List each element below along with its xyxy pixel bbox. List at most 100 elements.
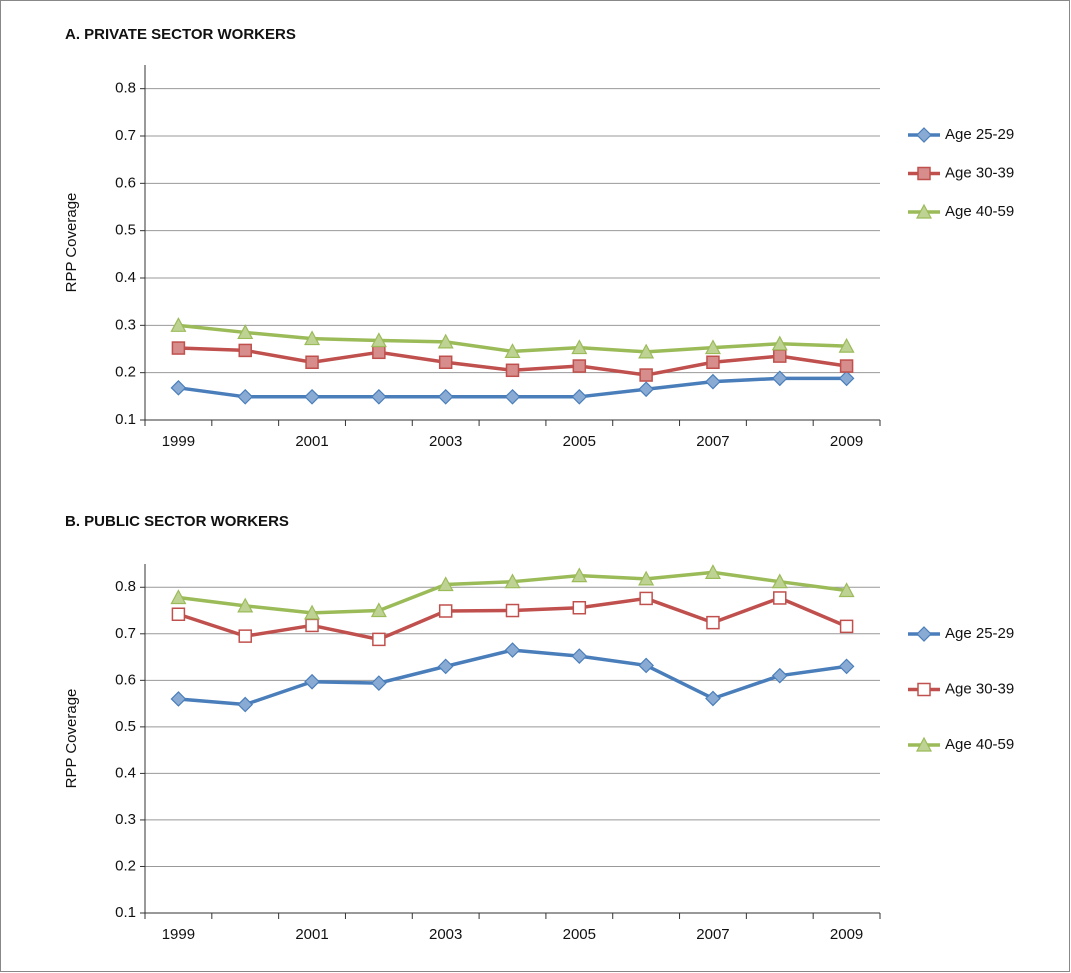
marker bbox=[771, 573, 788, 589]
marker bbox=[838, 370, 855, 387]
x-tick-label: 1999 bbox=[162, 433, 195, 450]
y-tick-label: 0.2 bbox=[115, 857, 136, 874]
marker bbox=[170, 589, 187, 605]
marker bbox=[438, 604, 453, 618]
marker bbox=[838, 582, 855, 598]
marker bbox=[370, 602, 387, 618]
legend-label: Age 30-39 bbox=[945, 164, 1014, 181]
marker bbox=[839, 619, 854, 634]
marker bbox=[705, 690, 721, 707]
x-tick-label: 2001 bbox=[295, 926, 328, 943]
marker bbox=[638, 657, 654, 674]
y-tick-label: 0.5 bbox=[115, 718, 136, 735]
x-tick-label: 1999 bbox=[162, 926, 195, 943]
x-tick-label: 2007 bbox=[696, 926, 729, 943]
marker bbox=[704, 339, 721, 355]
x-tick-label: 2007 bbox=[696, 433, 729, 450]
y-tick-label: 0.1 bbox=[115, 411, 136, 428]
marker bbox=[706, 355, 720, 370]
marker bbox=[437, 333, 454, 349]
marker bbox=[505, 603, 520, 618]
marker bbox=[916, 626, 932, 642]
marker bbox=[771, 335, 788, 351]
marker bbox=[571, 339, 588, 355]
marker bbox=[916, 127, 932, 143]
marker bbox=[238, 343, 252, 358]
x-tick-label: 2003 bbox=[429, 433, 462, 450]
marker bbox=[704, 564, 721, 579]
marker bbox=[370, 332, 387, 348]
marker bbox=[771, 667, 788, 684]
y-tick-label: 0.7 bbox=[115, 127, 136, 144]
marker bbox=[771, 370, 788, 387]
y-tick-label: 0.4 bbox=[115, 269, 136, 286]
marker bbox=[238, 629, 252, 643]
y-tick-label: 0.8 bbox=[115, 578, 136, 595]
y-tick-label: 0.2 bbox=[115, 364, 136, 381]
x-tick-label: 2001 bbox=[295, 433, 328, 450]
marker bbox=[917, 166, 931, 181]
marker bbox=[915, 736, 933, 752]
y-tick-label: 0.6 bbox=[115, 174, 136, 191]
legend-label: Age 40-59 bbox=[945, 736, 1014, 753]
marker bbox=[170, 317, 187, 332]
marker bbox=[304, 330, 321, 346]
marker bbox=[371, 675, 387, 691]
marker bbox=[917, 682, 931, 697]
chart-title: B. PUBLIC SECTOR WORKERS bbox=[65, 513, 289, 530]
marker bbox=[237, 597, 254, 613]
chart-title: A. PRIVATE SECTOR WORKERS bbox=[65, 26, 296, 43]
marker bbox=[237, 388, 254, 405]
marker bbox=[372, 632, 386, 647]
y-tick-label: 0.3 bbox=[115, 316, 136, 333]
marker bbox=[170, 691, 187, 707]
marker bbox=[372, 345, 386, 360]
marker bbox=[639, 368, 653, 382]
marker bbox=[171, 607, 186, 622]
marker bbox=[839, 359, 854, 373]
legend-label: Age 40-59 bbox=[945, 203, 1014, 220]
marker bbox=[915, 203, 933, 219]
marker bbox=[171, 341, 186, 355]
marker bbox=[304, 673, 320, 690]
legend-label: Age 25-29 bbox=[945, 126, 1014, 143]
y-tick-label: 0.4 bbox=[115, 764, 136, 781]
x-tick-label: 2005 bbox=[563, 926, 596, 943]
marker bbox=[705, 373, 721, 390]
marker bbox=[638, 570, 655, 586]
x-tick-label: 2009 bbox=[830, 433, 863, 450]
marker bbox=[504, 388, 521, 405]
y-tick-label: 0.1 bbox=[115, 904, 136, 921]
marker bbox=[639, 591, 653, 606]
x-tick-label: 2005 bbox=[563, 433, 596, 450]
marker bbox=[437, 658, 454, 675]
marker bbox=[504, 642, 521, 658]
marker bbox=[638, 343, 655, 359]
marker bbox=[305, 618, 319, 633]
marker bbox=[838, 337, 855, 353]
x-tick-label: 2003 bbox=[429, 926, 462, 943]
marker bbox=[371, 388, 387, 405]
marker bbox=[572, 600, 587, 615]
y-tick-label: 0.7 bbox=[115, 625, 136, 642]
marker bbox=[773, 349, 787, 363]
marker bbox=[572, 359, 587, 373]
marker bbox=[773, 591, 787, 605]
legend-label: Age 30-39 bbox=[945, 680, 1014, 697]
x-tick-label: 2009 bbox=[830, 926, 863, 943]
y-axis-label: RPP Coverage bbox=[63, 193, 80, 293]
y-tick-label: 0.5 bbox=[115, 222, 136, 239]
marker bbox=[305, 355, 319, 370]
y-axis-label: RPP Coverage bbox=[63, 689, 80, 789]
marker bbox=[571, 567, 588, 583]
marker bbox=[638, 381, 654, 398]
marker bbox=[571, 388, 588, 405]
marker bbox=[706, 615, 720, 630]
y-tick-label: 0.6 bbox=[115, 671, 136, 688]
marker bbox=[505, 363, 520, 378]
y-tick-label: 0.8 bbox=[115, 80, 136, 97]
marker bbox=[237, 696, 254, 713]
marker bbox=[504, 343, 521, 358]
